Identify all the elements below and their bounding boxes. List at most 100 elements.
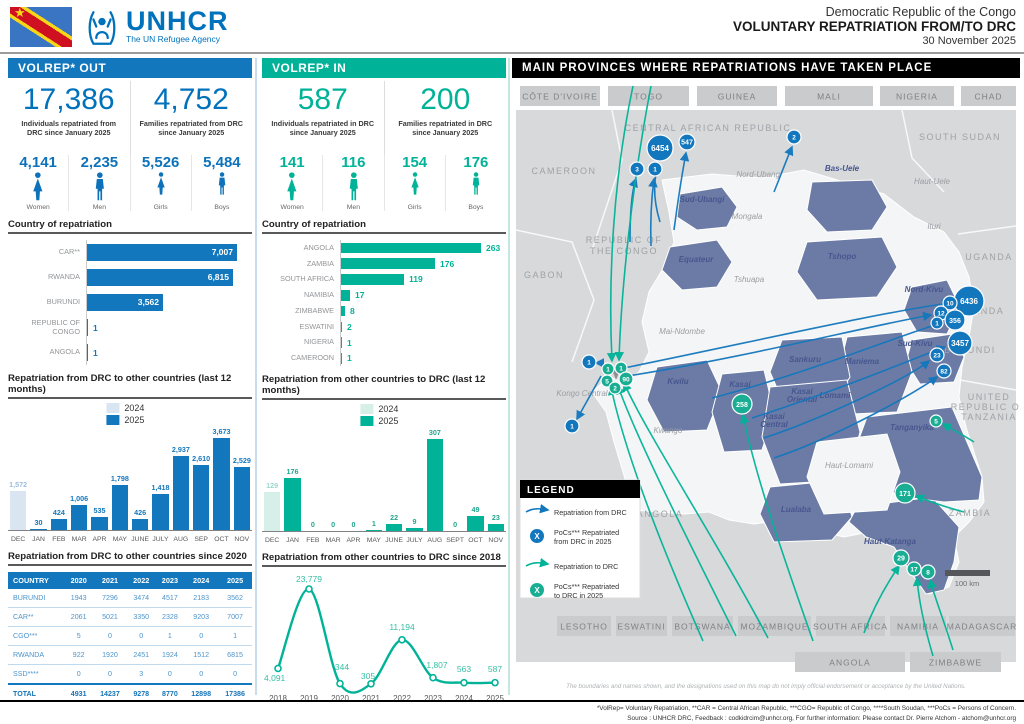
table-cell: 17386	[218, 683, 252, 703]
map-title: MAIN PROVINCES WHERE REPATRIATIONS HAVE …	[512, 58, 1020, 78]
table-cell: 0	[93, 664, 127, 685]
month-value: 0	[453, 520, 458, 530]
drc-flag-icon	[10, 5, 72, 47]
table-cell: 0	[218, 664, 252, 685]
province-label: Mongala	[732, 212, 763, 221]
country-bar-row: ANGOLA 263	[262, 240, 506, 256]
month-bar	[111, 485, 128, 530]
neighbour-country-box	[672, 616, 733, 636]
table-header-cell: 2022	[126, 572, 156, 589]
country-value: 1	[347, 337, 352, 348]
province-label: Maniema	[845, 357, 880, 366]
province-label: Ituri	[927, 222, 941, 231]
table-cell: 9203	[184, 607, 219, 627]
month-value: 1,798	[110, 474, 129, 483]
individuals-caption: Individuals repatriated in DRC since Jan…	[271, 119, 375, 138]
data-point	[274, 665, 282, 673]
month-label: JUNE	[131, 536, 149, 543]
month-value: 1,006	[70, 494, 89, 503]
country-label: ZAMBIA	[306, 258, 334, 268]
demographic-value: 5,484	[203, 154, 241, 171]
table-cell: 3474	[126, 589, 156, 608]
repatriation-from-drc-arrow	[576, 375, 602, 421]
poc-to-drc-marker	[920, 564, 936, 580]
data-point	[491, 679, 499, 687]
poc-marker-value: 90	[622, 377, 630, 384]
month-label: FEB	[306, 537, 320, 545]
country-bar	[341, 305, 345, 317]
month-bar	[213, 438, 230, 530]
table-cell: 5	[64, 626, 94, 646]
table-header-cell: 2025	[218, 572, 252, 589]
poc-marker-value: 2	[792, 135, 796, 142]
month-label: APR	[346, 537, 361, 545]
table-cell: 3350	[126, 607, 156, 627]
point-value: 305	[361, 671, 375, 681]
neighbour-country-label: SOUTH AFRICA	[813, 622, 888, 632]
country-name: Democratic Republic of the Congo	[825, 5, 1016, 19]
table-cell: 8770	[155, 683, 185, 703]
table-cell: 4517	[155, 589, 185, 608]
province-label: Haut-Lomami	[825, 461, 873, 470]
country-label: BURUNDI	[46, 297, 80, 307]
month-bar	[386, 524, 403, 532]
province-label: Sud-Kivu	[897, 339, 932, 348]
neighbour-country-box	[520, 86, 600, 106]
month-label: FEB	[52, 536, 66, 543]
table-row: SSD**** 0 0 3 0 0 0	[8, 664, 252, 685]
country-bar-row: BURUNDI 3,562	[8, 290, 252, 315]
poc-marker-value: 1	[587, 360, 591, 367]
table-cell: 0	[184, 626, 219, 646]
table-row: CAR** 2061 5021 3350 2328 9203 7007	[8, 607, 252, 627]
country-label: RWANDA	[47, 272, 80, 282]
country-label: CAMEROON	[291, 353, 334, 363]
province-label: Bas-Uele	[825, 164, 860, 173]
year-label: 2023	[424, 694, 442, 703]
poc-marker-value: 356	[949, 318, 961, 325]
table-cell: 1	[218, 626, 252, 646]
legend-2025: 2025	[378, 416, 399, 427]
country-bar: 6,815	[87, 269, 233, 286]
demographic-label: Boys	[214, 204, 230, 211]
table-cell: 1924	[155, 645, 185, 665]
year-label: 2019	[300, 694, 318, 703]
neighbour-country-label: MOZAMBIQUE	[740, 622, 808, 632]
poc-marker-value: 29	[897, 556, 905, 563]
repatriation-from-drc-arrow	[773, 376, 939, 459]
footnote-definitions: *VolRep= Voluntary Repatriation, **CAR =…	[596, 705, 1016, 712]
province-label: Central	[760, 420, 788, 429]
demographic-men: 2,235 Men	[68, 155, 129, 211]
poc-green	[530, 583, 544, 597]
neighbour-country-label: ESWATINI	[617, 622, 665, 632]
month-label: MAR	[325, 537, 341, 545]
unhcr-logo: UNHCR The UN Refugee Agency	[84, 8, 229, 48]
arrow-blue	[525, 503, 550, 514]
poc-marker-value: 1	[935, 321, 939, 328]
data-point	[305, 585, 313, 594]
country-label: THE CONGO	[590, 246, 658, 256]
poc-to-drc-marker	[929, 414, 943, 428]
legend-item-label: Repatriation to DRC	[554, 562, 618, 571]
legend-item-label: to DRC in 2025	[554, 591, 603, 600]
month-bar	[365, 530, 382, 532]
demographic-value: 154	[402, 154, 428, 171]
repatriation-from-drc-arrow	[627, 311, 933, 377]
province-label: Kwilu	[667, 377, 688, 386]
poc-from-drc-marker	[629, 161, 645, 177]
poc-from-drc-marker	[786, 129, 802, 145]
poc-marker-value: 1	[653, 167, 657, 174]
year-label: 2022	[393, 694, 411, 703]
man-icon	[95, 172, 104, 201]
country-label: REPUBLIC OF CONGO	[31, 318, 80, 336]
country-border	[591, 109, 623, 251]
table-cell: 2328	[155, 607, 185, 627]
table-cell: Total	[8, 683, 65, 703]
neighbour-country-box	[816, 616, 885, 636]
unhcr-emblem-icon	[88, 11, 116, 45]
month-label: DEC	[10, 536, 26, 543]
volrep-out-stats: 17,386 Individuals repatriated from DRC …	[8, 81, 252, 155]
demographic-value: 2,235	[80, 154, 119, 171]
month-value: 0	[351, 520, 356, 530]
country-bar	[341, 337, 342, 348]
table-total-row: Total 4931 14237 9278 8770 12898 17386	[8, 683, 252, 703]
